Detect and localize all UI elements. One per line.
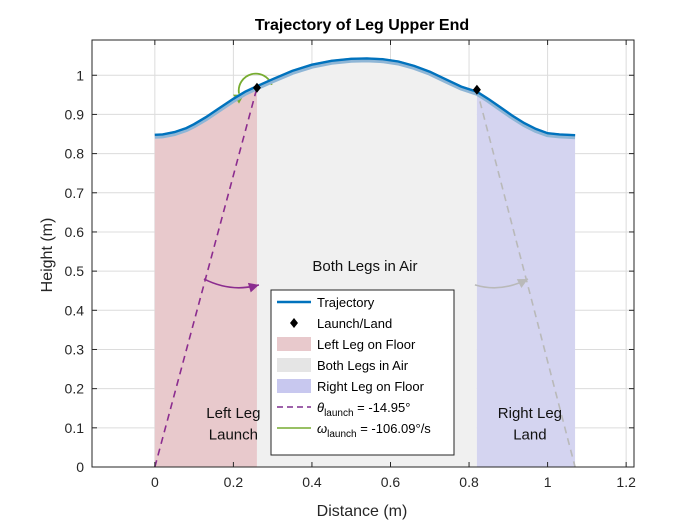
y-tick-label: 0.2 bbox=[65, 381, 85, 397]
x-axis-label: Distance (m) bbox=[317, 503, 408, 520]
legend-theta-launch-subscript: launch bbox=[324, 408, 353, 419]
annotation-left-leg: Left Leg bbox=[206, 405, 260, 422]
land-marker bbox=[472, 84, 481, 95]
legend-theta-launch-label: θlaunch = -14.95° bbox=[317, 400, 410, 419]
y-tick-label: 0.9 bbox=[65, 106, 85, 122]
y-tick-label: 0.4 bbox=[65, 302, 85, 318]
x-tick-label: 0.6 bbox=[381, 474, 401, 490]
legend-left-leg-on-floor-label: Left Leg on Floor bbox=[317, 337, 416, 352]
x-tick-label: 1 bbox=[544, 474, 552, 490]
legend-launch-land-swatch bbox=[290, 318, 298, 328]
legend-right-leg-on-floor-swatch bbox=[277, 379, 311, 393]
chart-title: Trajectory of Leg Upper End bbox=[255, 17, 469, 34]
legend-both-legs-in-air-swatch bbox=[277, 358, 311, 372]
annotation-both-legs-in-air: Both Legs in Air bbox=[312, 258, 417, 275]
legend-omega-launch-subscript: launch bbox=[327, 429, 356, 440]
y-axis-label: Height (m) bbox=[39, 218, 56, 293]
x-tick-label: 0.8 bbox=[459, 474, 479, 490]
trajectory-line bbox=[154, 57, 576, 137]
y-tick-label: 0.3 bbox=[65, 341, 85, 357]
annotation-launch: Launch bbox=[209, 427, 258, 444]
annotation-right-leg: Right Leg bbox=[498, 405, 562, 422]
legend-omega-launch-value: = -106.09°/s bbox=[357, 421, 432, 436]
axes-box bbox=[91, 39, 635, 468]
y-tick-label: 0 bbox=[76, 459, 84, 475]
y-tick-label: 0.1 bbox=[65, 420, 85, 436]
legend-omega-launch-symbol: ω bbox=[317, 421, 327, 436]
legend-both-legs-in-air-label: Both Legs in Air bbox=[317, 358, 409, 373]
x-tick-label: 0.2 bbox=[224, 474, 244, 490]
y-tick-label: 1 bbox=[76, 67, 84, 83]
y-tick-label: 0.8 bbox=[65, 146, 85, 162]
omega-arc-arrow bbox=[237, 72, 273, 94]
legend-launch-land-label: Launch/Land bbox=[317, 316, 392, 331]
x-tick-label: 0 bbox=[151, 474, 159, 490]
y-tick-label: 0.6 bbox=[65, 224, 85, 240]
legend-right-leg-on-floor-label: Right Leg on Floor bbox=[317, 379, 425, 394]
y-tick-label: 0.7 bbox=[65, 185, 85, 201]
theta-arrow-head bbox=[247, 282, 259, 293]
legend-left-leg-on-floor-swatch bbox=[277, 337, 311, 351]
annotation-land: Land bbox=[513, 427, 546, 444]
legend-trajectory-label: Trajectory bbox=[317, 295, 375, 310]
legend-omega-launch-label: ωlaunch = -106.09°/s bbox=[317, 421, 431, 440]
trajectory-shadow bbox=[154, 57, 576, 140]
legend-theta-launch-value: = -14.95° bbox=[354, 400, 411, 415]
x-tick-label: 1.2 bbox=[616, 474, 636, 490]
right-leg-dashed-line bbox=[476, 89, 576, 468]
y-tick-label: 0.5 bbox=[65, 263, 85, 279]
right-leg-arrow-head bbox=[516, 278, 528, 289]
legend-theta-launch-symbol: θ bbox=[317, 400, 324, 415]
left-leg-dashed-line bbox=[154, 87, 258, 468]
launch-marker bbox=[252, 82, 261, 93]
x-tick-label: 0.4 bbox=[302, 474, 322, 490]
